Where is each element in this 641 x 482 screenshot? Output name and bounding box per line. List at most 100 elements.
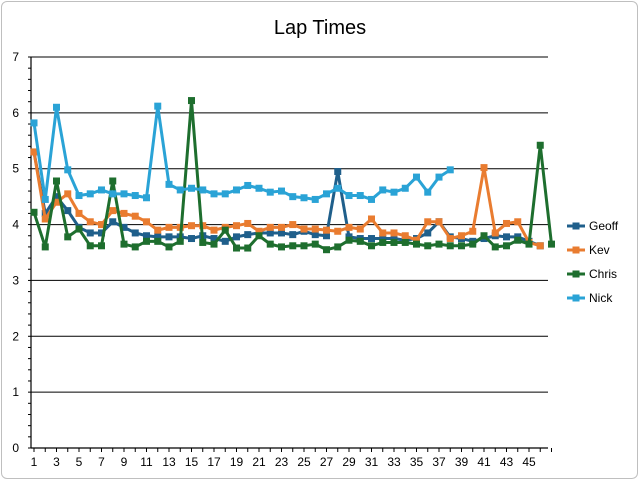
data-point-nick	[435, 173, 443, 181]
data-point-chris	[503, 242, 510, 250]
data-point-kev	[469, 227, 477, 235]
x-tick-label: 41	[477, 455, 491, 469]
legend-swatch-marker	[572, 270, 580, 278]
x-tick-label: 39	[455, 455, 469, 469]
data-point-kev	[446, 235, 454, 243]
data-point-chris	[75, 225, 83, 233]
y-tick-label: 0	[12, 441, 19, 455]
data-point-geoff	[368, 235, 375, 243]
data-point-chris	[154, 237, 162, 245]
data-point-chris	[221, 226, 229, 234]
data-point-chris	[525, 240, 533, 248]
data-point-chris	[435, 240, 443, 248]
data-point-kev	[311, 225, 319, 233]
data-point-chris	[514, 236, 522, 244]
data-point-kev	[345, 223, 353, 231]
legend-item-geoff: Geoff	[567, 219, 619, 233]
data-point-chris	[345, 236, 353, 244]
data-point-kev	[98, 221, 105, 229]
data-point-nick	[334, 184, 342, 192]
data-point-geoff	[266, 229, 274, 237]
legend-label-nick: Nick	[589, 291, 613, 305]
data-point-kev	[356, 225, 364, 233]
legend-item-nick: Nick	[567, 291, 613, 305]
x-tick-label: 25	[297, 455, 311, 469]
data-point-kev	[165, 223, 173, 231]
data-point-nick	[131, 192, 139, 200]
y-tick-label: 7	[12, 50, 19, 64]
data-point-geoff	[244, 231, 252, 239]
data-point-geoff	[221, 237, 229, 245]
data-point-nick	[323, 190, 330, 198]
legend-swatch-marker	[572, 246, 580, 254]
data-point-nick	[255, 184, 263, 192]
data-point-chris	[266, 240, 274, 248]
data-point-chris	[233, 244, 240, 252]
data-point-chris	[244, 244, 252, 252]
data-point-nick	[120, 190, 128, 198]
data-point-nick	[266, 188, 274, 196]
data-point-kev	[53, 198, 60, 206]
series-group	[30, 97, 555, 254]
data-point-geoff	[334, 168, 342, 176]
data-point-chris	[491, 243, 499, 251]
data-point-geoff	[233, 233, 240, 241]
data-point-nick	[221, 190, 229, 198]
data-point-kev	[368, 215, 375, 223]
data-point-nick	[109, 190, 117, 198]
data-point-chris	[446, 242, 454, 250]
data-point-geoff	[278, 229, 285, 237]
data-point-chris	[356, 237, 364, 245]
data-point-chris	[64, 233, 72, 241]
data-point-nick	[165, 180, 173, 188]
series-line-nick	[32, 104, 452, 201]
data-point-geoff	[390, 235, 398, 243]
data-point-nick	[356, 192, 364, 200]
data-point-kev	[300, 225, 308, 233]
data-point-chris	[255, 232, 263, 240]
data-point-chris	[210, 240, 218, 248]
data-point-chris	[120, 240, 128, 248]
data-point-chris	[379, 238, 387, 246]
data-point-chris	[323, 246, 330, 254]
data-point-geoff	[188, 235, 195, 243]
data-point-chris	[334, 243, 342, 251]
data-point-chris	[536, 141, 544, 149]
legend-swatch-marker	[572, 222, 580, 230]
data-point-kev	[458, 232, 465, 240]
data-point-geoff	[86, 229, 94, 237]
data-point-geoff	[154, 233, 162, 241]
x-tick-label: 5	[76, 455, 83, 469]
data-point-geoff	[289, 231, 297, 239]
x-tick-label: 31	[365, 455, 379, 469]
data-point-kev	[210, 226, 218, 234]
data-point-geoff	[143, 232, 150, 240]
data-point-nick	[64, 166, 72, 174]
data-point-kev	[514, 218, 522, 226]
y-tick-label: 4	[12, 218, 19, 232]
data-point-kev	[401, 232, 409, 240]
data-point-geoff	[210, 235, 218, 243]
data-point-geoff	[109, 218, 117, 226]
data-point-geoff	[311, 231, 319, 239]
data-point-nick	[413, 173, 420, 181]
y-tick-label: 1	[12, 385, 19, 399]
data-point-chris	[143, 237, 150, 245]
y-tick-label: 6	[12, 106, 19, 120]
x-tick-label: 1	[31, 455, 38, 469]
data-point-geoff	[165, 233, 173, 241]
x-tick-label: 21	[252, 455, 266, 469]
data-point-chris	[289, 242, 297, 250]
data-point-kev	[413, 236, 420, 244]
data-point-nick	[379, 186, 387, 194]
data-point-chris	[424, 242, 432, 250]
data-point-nick	[210, 190, 218, 198]
data-point-kev	[255, 227, 263, 235]
data-point-kev	[154, 226, 162, 234]
x-tick-label: 29	[342, 455, 356, 469]
legend-label-geoff: Geoff	[589, 219, 619, 233]
legend: Geoff Kev Chris Nick	[567, 219, 619, 305]
data-point-kev	[244, 219, 252, 227]
gridlines	[31, 56, 548, 393]
